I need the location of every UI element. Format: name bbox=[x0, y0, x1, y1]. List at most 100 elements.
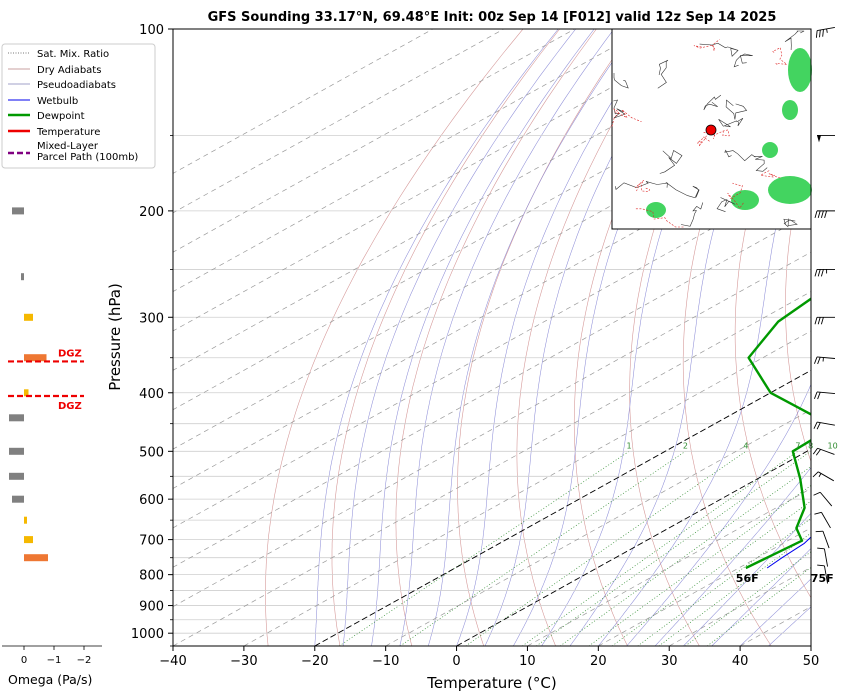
skewt-series bbox=[745, 29, 843, 570]
map-contour bbox=[784, 30, 805, 51]
mixing-ratio-label: 10 bbox=[828, 441, 838, 450]
series-wetbulb bbox=[766, 536, 811, 569]
map-location-marker bbox=[705, 124, 717, 136]
pseudoadiabat bbox=[513, 29, 718, 646]
wind-barb-flag bbox=[814, 511, 822, 515]
y-tick-label: 100 bbox=[139, 23, 164, 38]
map-precip bbox=[782, 100, 798, 120]
dry-adiabat bbox=[265, 29, 524, 646]
wind-barb bbox=[812, 447, 835, 456]
omega-bar bbox=[24, 554, 48, 562]
pseudoadiabat bbox=[654, 467, 811, 646]
y-tick-label: 300 bbox=[139, 311, 164, 326]
pseudoadiabat bbox=[541, 29, 753, 646]
dry-adiabat bbox=[457, 29, 634, 646]
inset-map bbox=[611, 28, 812, 230]
y-tick-label: 1000 bbox=[131, 627, 164, 642]
wind-barb-flag bbox=[817, 564, 825, 567]
wind-barb-staff bbox=[819, 491, 833, 507]
pseudoadiabat bbox=[371, 29, 595, 646]
map-contour bbox=[611, 108, 642, 127]
omega-bar bbox=[24, 536, 33, 544]
mixing-ratio-line bbox=[400, 451, 686, 646]
omega-panel: 0 −1 −2 DGZ DGZ bbox=[2, 207, 102, 666]
map-contour bbox=[657, 59, 669, 89]
omega-tick-label: 0 bbox=[21, 655, 27, 666]
series-dewpoint bbox=[745, 297, 811, 570]
wind-barb bbox=[814, 268, 835, 277]
isotherm--50 bbox=[173, 251, 811, 608]
legend-label-sat-mix-ratio: Sat. Mix. Ratio bbox=[37, 49, 109, 60]
map-contour bbox=[703, 94, 722, 111]
mixing-ratio-line bbox=[588, 485, 811, 646]
map-contour bbox=[716, 197, 736, 212]
map-contour bbox=[783, 218, 798, 228]
wind-barb bbox=[817, 134, 835, 143]
wind-barb-flag bbox=[814, 356, 818, 364]
wind-barb-flag bbox=[824, 210, 828, 219]
pseudoadiabat bbox=[399, 29, 615, 646]
dry-adiabat bbox=[629, 29, 744, 646]
wind-barb-flag bbox=[822, 29, 824, 37]
x-tick-label: −10 bbox=[372, 654, 399, 669]
x-tick-label: −30 bbox=[230, 654, 257, 669]
omega-bar bbox=[24, 389, 29, 397]
wind-barb bbox=[814, 356, 836, 365]
isotherm-20 bbox=[598, 527, 811, 646]
dry-adiabat bbox=[395, 29, 597, 646]
wind-barb-half-flag bbox=[818, 473, 822, 478]
omega-bar bbox=[12, 495, 24, 503]
wind-barb bbox=[817, 547, 829, 567]
map-precip bbox=[768, 176, 812, 204]
dry-adiabat bbox=[331, 29, 560, 646]
isotherm-50 bbox=[810, 645, 811, 646]
legend-label-wetbulb: Wetbulb bbox=[37, 96, 78, 107]
omega-bar bbox=[21, 273, 24, 281]
map-contour bbox=[659, 150, 683, 174]
pseudoadiabat bbox=[739, 578, 811, 646]
x-tick-label: −40 bbox=[159, 654, 186, 669]
omega-bar bbox=[9, 414, 24, 422]
axes: −40 −30 −20 −10 0 10 20 30 40 50 100 200 300 400 500 60… bbox=[131, 23, 819, 669]
x-tick-label: −20 bbox=[301, 654, 328, 669]
mixing-ratio-line bbox=[611, 500, 811, 646]
pseudoadiabat bbox=[626, 383, 811, 646]
wind-barb bbox=[815, 26, 835, 38]
map-contour bbox=[635, 208, 684, 228]
map-contour bbox=[725, 99, 748, 120]
wind-barb bbox=[814, 511, 831, 529]
mixing-ratio-line bbox=[339, 451, 630, 646]
x-tick-label: 20 bbox=[590, 654, 607, 669]
omega-tick-label: −1 bbox=[47, 655, 62, 666]
wind-barb-staff bbox=[822, 530, 830, 549]
series-temperature bbox=[823, 29, 843, 568]
omega-tick-label: −2 bbox=[77, 655, 92, 666]
pseudoadiabat bbox=[683, 512, 811, 646]
map-contour bbox=[703, 129, 730, 139]
dry-adiabat bbox=[682, 29, 781, 646]
wind-barb-flag bbox=[820, 210, 824, 219]
dgz-label: DGZ bbox=[58, 348, 82, 359]
wind-barb-flag bbox=[815, 449, 821, 456]
omega-bar bbox=[24, 354, 47, 362]
map-contour bbox=[759, 170, 782, 179]
wind-barb-flag bbox=[814, 269, 818, 277]
mixing-ratio-line bbox=[559, 466, 811, 646]
map-precip bbox=[646, 202, 666, 218]
map-precip bbox=[731, 190, 759, 210]
map-precip bbox=[762, 142, 778, 158]
map-contour bbox=[733, 53, 753, 68]
map-contour bbox=[724, 149, 755, 162]
isotherm-reference bbox=[314, 369, 811, 646]
wind-barb-flag bbox=[817, 317, 821, 325]
mixing-ratio-label: 7 bbox=[795, 441, 800, 450]
y-tick-label: 700 bbox=[139, 534, 164, 549]
wind-barb bbox=[813, 421, 835, 430]
dgz-label: DGZ bbox=[58, 401, 82, 412]
omega-bar bbox=[9, 472, 24, 480]
wind-barbs bbox=[812, 26, 836, 584]
mixing-ratio-line bbox=[465, 451, 747, 646]
wind-barb-flag bbox=[820, 269, 824, 277]
map-contour bbox=[693, 39, 720, 52]
wind-barb-flag bbox=[814, 317, 818, 325]
